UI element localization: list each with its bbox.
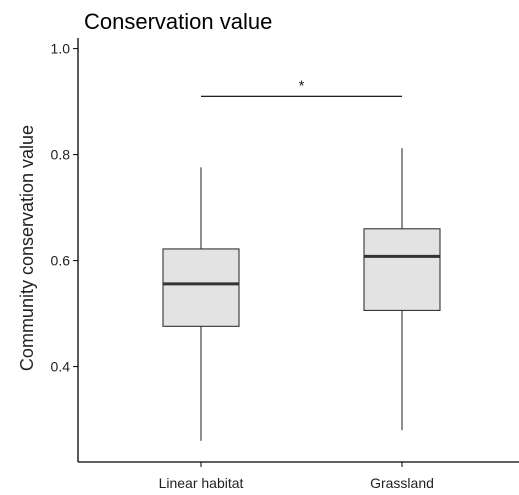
y-axis-label: Community conservation value bbox=[17, 125, 37, 371]
box-group bbox=[162, 167, 240, 441]
y-tick-label: 0.6 bbox=[51, 253, 71, 269]
box-group bbox=[363, 148, 441, 431]
box-marks: * bbox=[162, 77, 441, 441]
x-tick-label: Grassland bbox=[370, 475, 434, 491]
chart-title: Conservation value bbox=[84, 9, 272, 34]
y-tick-label: 1.0 bbox=[51, 41, 71, 57]
y-tick-label: 0.4 bbox=[51, 359, 71, 375]
significance-label: * bbox=[299, 77, 305, 94]
box-iqr bbox=[162, 248, 240, 327]
y-tick-label: 0.8 bbox=[51, 147, 71, 163]
box-iqr bbox=[363, 228, 441, 311]
axes: 0.4 0.6 0.8 1.0 Linear habitat Grassland bbox=[51, 38, 519, 491]
x-tick-label: Linear habitat bbox=[159, 475, 244, 491]
